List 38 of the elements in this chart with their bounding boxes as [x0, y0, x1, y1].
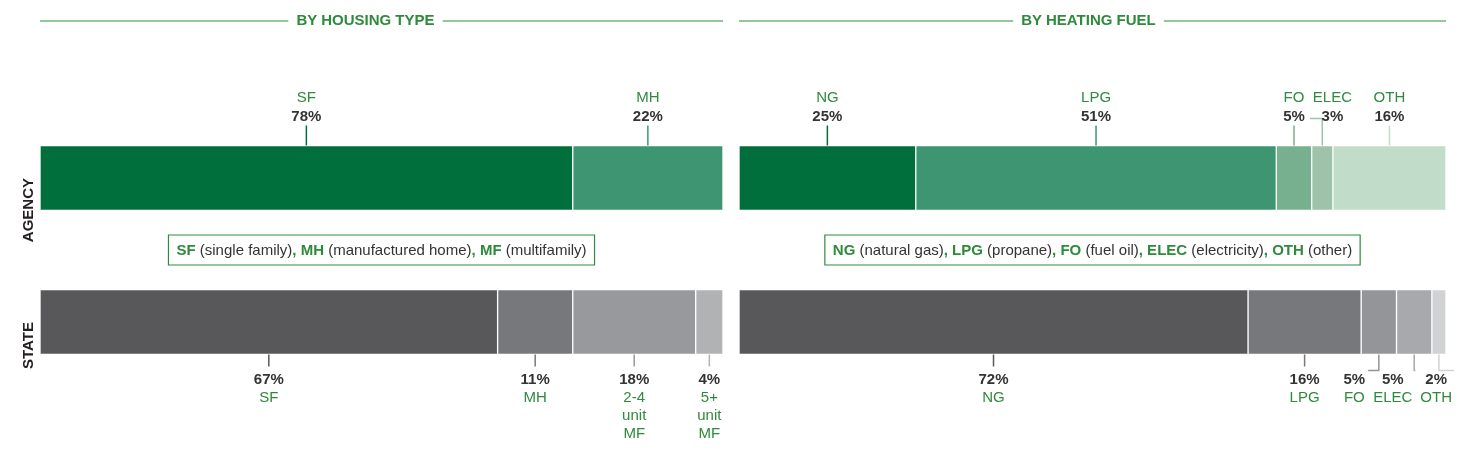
text: 2-4 unit MF	[622, 387, 648, 441]
chart-title: BY HEATING FUEL	[1021, 11, 1156, 29]
text: ELEC	[1373, 387, 1413, 405]
text: NG (natural gas), LPG (propane), FO (fuel oil), ELEC (electricity), OTH (other)	[832, 241, 1353, 259]
data-label: 18%	[619, 369, 650, 387]
data-label: 5%	[1343, 369, 1366, 387]
text: SF	[296, 87, 316, 105]
data-label: 72%	[978, 369, 1009, 387]
data-label: 67%	[253, 369, 284, 387]
text: NG	[982, 387, 1005, 405]
text: MH	[636, 87, 660, 105]
data-label: 2%	[1425, 369, 1448, 387]
data-label: 22%	[632, 106, 663, 124]
data-label: 5%	[1283, 106, 1305, 124]
text: LPG	[1289, 387, 1320, 405]
y-tick-label: AGENCY	[19, 178, 37, 243]
text: OTH	[1420, 387, 1452, 405]
data-label: 5%	[1381, 369, 1404, 387]
data-label: 78%	[291, 106, 322, 124]
text: ELEC	[1312, 87, 1353, 105]
data-label: 25%	[812, 106, 843, 124]
text: SF	[259, 387, 279, 405]
text: 5+ unit MF	[697, 387, 723, 441]
data-label: 51%	[1081, 106, 1112, 124]
annotation: SF (single family), MH (manufactured home), MF (multifamily)	[176, 241, 587, 259]
text: OTH	[1373, 87, 1406, 105]
text: NG	[816, 87, 839, 105]
data-label: 16%	[1289, 369, 1320, 387]
data-label: 16%	[1374, 106, 1405, 124]
data-label: 4%	[698, 369, 721, 387]
data-label: 3%	[1321, 106, 1344, 124]
text: FO	[1343, 387, 1365, 405]
chart-title: BY HOUSING TYPE	[296, 11, 435, 29]
data-label: 11%	[520, 369, 550, 387]
text: MH	[523, 387, 547, 405]
text: FO	[1283, 87, 1305, 105]
y-tick-label: STATE	[19, 322, 37, 369]
text: LPG	[1081, 87, 1112, 105]
